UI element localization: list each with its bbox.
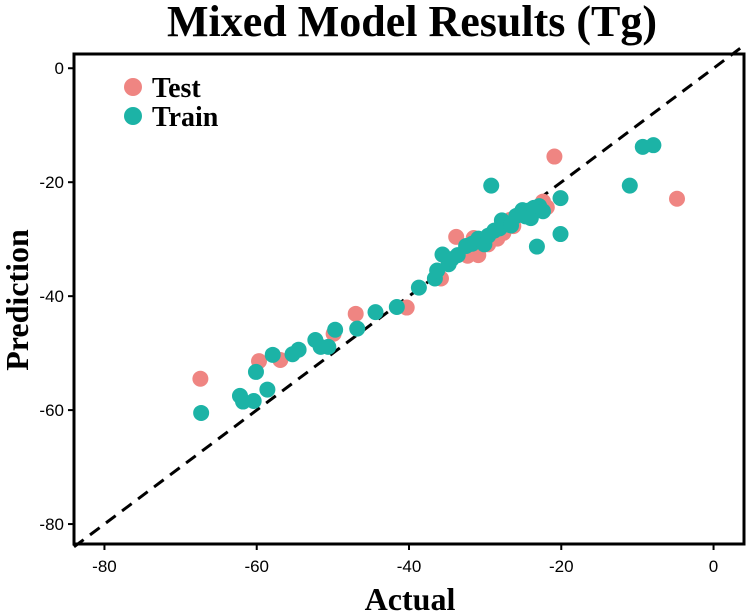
- x-tick-label: -40: [397, 557, 422, 576]
- train-point: [410, 279, 427, 296]
- x-tick-label: -20: [549, 557, 574, 576]
- test-point: [669, 190, 685, 207]
- y-tick-label: -60: [39, 401, 64, 420]
- legend-label-train: Train: [152, 102, 219, 133]
- train-point: [290, 341, 307, 358]
- train-point: [320, 338, 337, 355]
- train-point: [327, 321, 344, 338]
- y-tick-label: 0: [55, 59, 64, 78]
- data-points: [192, 137, 685, 421]
- train-point: [552, 226, 569, 243]
- train-point: [245, 392, 262, 409]
- train-point: [247, 363, 264, 380]
- train-point: [483, 177, 500, 194]
- axis-ticks: -80 -60 -40 -20 0 0 -20 -40 -60 -80: [39, 59, 718, 576]
- test-point: [192, 370, 209, 387]
- legend: Test Train: [124, 73, 219, 133]
- y-axis-label: Prediction: [0, 229, 35, 371]
- x-tick-label: 0: [709, 557, 718, 576]
- train-point: [193, 404, 210, 421]
- train-point: [349, 320, 366, 337]
- y-tick-label: -40: [39, 287, 64, 306]
- x-tick-label: -80: [92, 557, 117, 576]
- train-point: [388, 298, 405, 315]
- train-point: [645, 137, 662, 154]
- x-axis-label: Actual: [365, 581, 456, 616]
- train-point: [552, 190, 569, 207]
- train-point: [535, 203, 551, 220]
- chart-title: Mixed Model Results (Tg): [167, 0, 657, 46]
- legend-label-test: Test: [152, 73, 201, 104]
- train-point: [528, 238, 545, 255]
- train-point: [367, 304, 384, 321]
- train-point: [621, 177, 638, 194]
- legend-marker-train: [124, 107, 142, 125]
- legend-marker-test: [124, 78, 142, 96]
- y-tick-label: -20: [39, 173, 64, 192]
- test-point: [347, 305, 364, 322]
- train-point: [264, 346, 281, 363]
- test-point: [546, 148, 563, 165]
- x-tick-label: -60: [244, 557, 269, 576]
- train-point: [259, 381, 276, 398]
- y-tick-label: -80: [39, 515, 64, 534]
